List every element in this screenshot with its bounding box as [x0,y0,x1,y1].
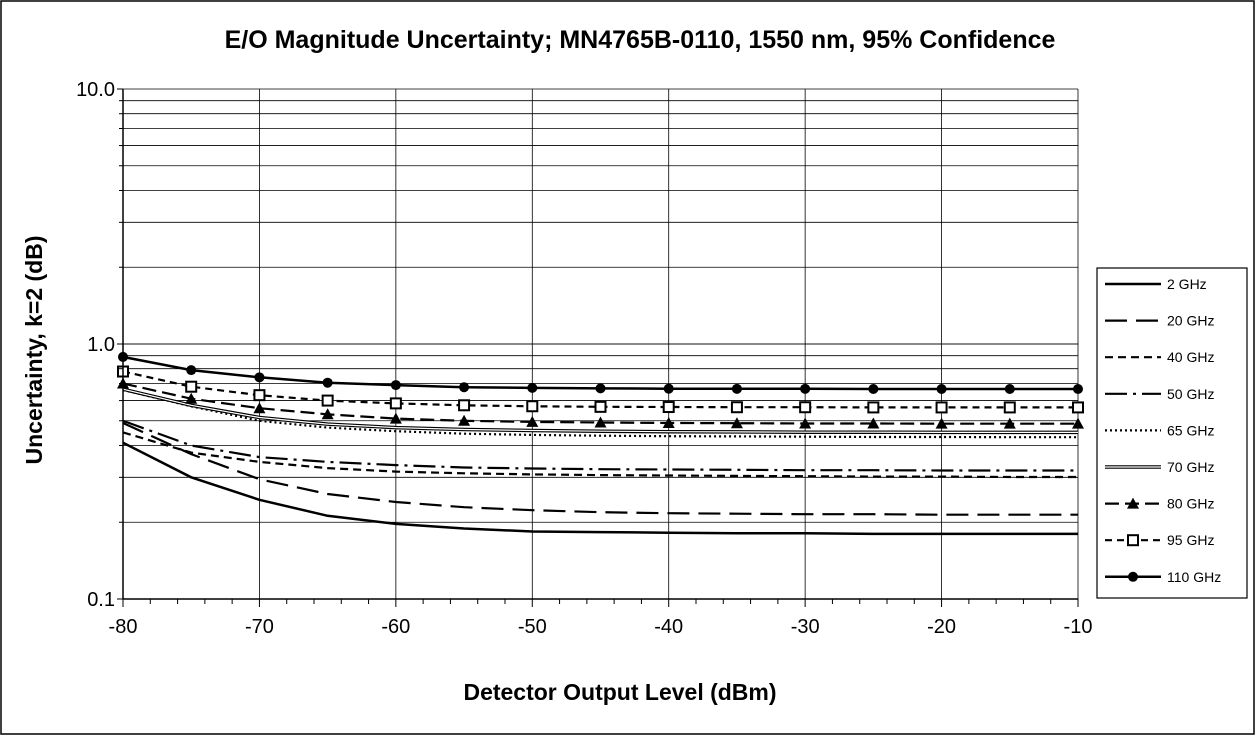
point-triangle [594,416,607,428]
point-circle [1128,571,1138,582]
point-square [389,397,402,410]
point-circle [1073,384,1083,395]
point-triangle [1127,497,1139,509]
point-square [799,401,812,414]
series-95-ghz [117,365,1084,414]
point-circle [731,383,742,394]
series-line [122,431,1078,479]
legend-label: 80 GHz [1167,496,1214,512]
x-tick-label: -30 [791,616,820,638]
point-triangle [730,417,743,429]
point-triangle [662,417,675,428]
point-triangle [799,417,812,429]
y-axis-label: Uncertainty, k=2 (dB) [21,236,47,465]
point-square [662,401,675,414]
legend-item: 2 GHz [1105,276,1207,292]
point-circle [254,372,265,383]
point-circle [390,380,401,391]
series-line [122,419,1078,472]
series-line-inner [122,388,1078,433]
legend-item: 95 GHz [1105,532,1214,548]
point-circle [186,365,197,376]
point-square [526,400,539,413]
point-circle [527,382,538,393]
legend-box [1096,267,1248,599]
point-square [1072,401,1084,414]
legend-item: 80 GHz [1105,496,1214,512]
point-triangle [185,392,198,404]
point-circle [868,384,879,395]
legend-label: 110 GHz [1167,569,1221,585]
point-triangle [1072,417,1084,429]
legend-label: 95 GHz [1167,532,1214,548]
legend-label: 65 GHz [1167,422,1214,438]
point-triangle [321,408,334,420]
point-triangle [253,402,266,414]
y-tick-label: 1.0 [87,334,115,356]
point-triangle [867,417,880,429]
legend-label: 2 GHz [1167,276,1207,292]
point-triangle [389,412,402,424]
point-square [185,380,198,393]
x-tick-label: -40 [654,616,683,638]
point-square [1127,534,1139,547]
grid-layer [122,88,1079,600]
legend-item: 50 GHz [1105,386,1214,402]
legend-label: 50 GHz [1167,386,1214,402]
point-square [1003,401,1016,414]
legend-label: 70 GHz [1167,459,1214,475]
series-110-ghz [118,351,1083,395]
y-tick-label: 10.0 [76,79,115,101]
series-line [122,388,1078,439]
legend-label: 40 GHz [1167,349,1214,365]
x-axis-label: Detector Output Level (dBm) [463,679,776,705]
legend-item: 70 GHz [1105,459,1214,475]
legend: 2 GHz 20 GHz 40 GHz 50 GHz 65 GHz 70 GHz 80 GH… [1096,267,1248,599]
x-tick-label: -10 [1064,616,1093,638]
legend-item: 110 GHz [1105,569,1221,585]
point-circle [663,383,674,394]
legend-label: 20 GHz [1167,313,1214,329]
series-line [122,441,1078,536]
point-circle [459,382,470,393]
x-tick-label: -20 [927,616,956,638]
y-tick-label: 0.1 [87,589,115,611]
series-2-ghz [122,441,1078,536]
point-square [730,401,743,414]
series-65-ghz [122,388,1078,439]
series-50-ghz [122,419,1078,472]
point-triangle [458,414,471,426]
point-triangle [1003,417,1016,429]
series-line [122,421,1078,516]
point-square [935,401,948,414]
point-square [867,401,880,414]
point-square [321,394,334,407]
point-circle [595,383,606,394]
point-circle [800,383,811,394]
legend-item: 65 GHz [1105,422,1214,438]
series-20-ghz [122,421,1078,516]
point-triangle [935,417,948,429]
x-tick-label: -80 [109,616,138,638]
x-tick-label: -50 [518,616,547,638]
series-40-ghz [122,431,1078,479]
point-square [594,400,607,413]
chart-title: E/O Magnitude Uncertainty; MN4765B-0110,… [225,26,1056,54]
series-70-ghz [122,387,1078,435]
x-tick-label: -70 [245,616,274,638]
point-circle [322,377,333,388]
point-square [458,399,471,412]
point-square [253,389,266,402]
point-circle [936,384,947,395]
legend-item: 40 GHz [1105,349,1214,365]
x-tick-label: -60 [381,616,410,638]
legend-item: 20 GHz [1105,313,1214,329]
point-circle [1004,384,1015,395]
axis-layer: -80 -70 -60 -50 -40 -30 -20 -10 0.1 1.0 10.0 [76,79,1092,638]
point-triangle [526,415,539,427]
